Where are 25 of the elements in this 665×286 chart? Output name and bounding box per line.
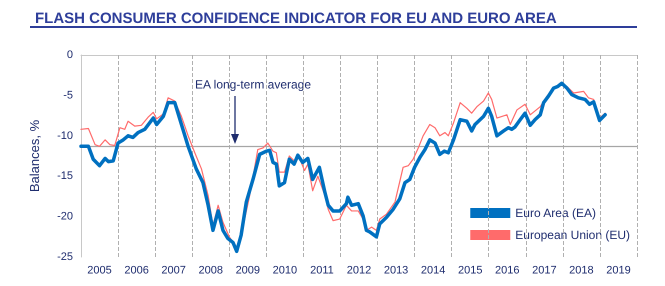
y-tick-label: -10 [57, 130, 73, 142]
x-tick-label: 2017 [532, 264, 557, 276]
x-tick-label: 2013 [384, 264, 408, 276]
x-tick-label: 2007 [161, 264, 186, 276]
y-tick-label: -20 [57, 210, 73, 223]
y-tick-label: -15 [57, 170, 73, 182]
x-tick-label: 2010 [272, 264, 298, 276]
x-tick-label: 2005 [87, 264, 112, 276]
y-tick-label: -25 [57, 251, 73, 263]
y-axis-title: Balances, % [27, 119, 42, 192]
x-tick-label: 2008 [198, 264, 223, 276]
annotation: EA long-term average [194, 77, 312, 92]
legend-label: Euro Area (EA) [515, 206, 596, 220]
x-tick-label: 2014 [420, 264, 446, 276]
y-tick-label: -5 [63, 89, 73, 102]
x-tick-label: 2019 [606, 264, 631, 276]
x-tick-label: 2018 [569, 264, 594, 276]
y-tick-label: 0 [66, 49, 73, 61]
x-tick-label: 2015 [458, 264, 482, 276]
x-tick-label: 2009 [236, 264, 260, 276]
x-tick-label: 2016 [495, 264, 520, 276]
x-tick-label: 2006 [124, 264, 149, 276]
x-tick-label: 2011 [310, 264, 334, 276]
x-tick-label: 2012 [346, 264, 372, 276]
chart-title: FLASH CONSUMER CONFIDENCE INDICATOR FOR EU AND EURO AREA [35, 10, 557, 27]
